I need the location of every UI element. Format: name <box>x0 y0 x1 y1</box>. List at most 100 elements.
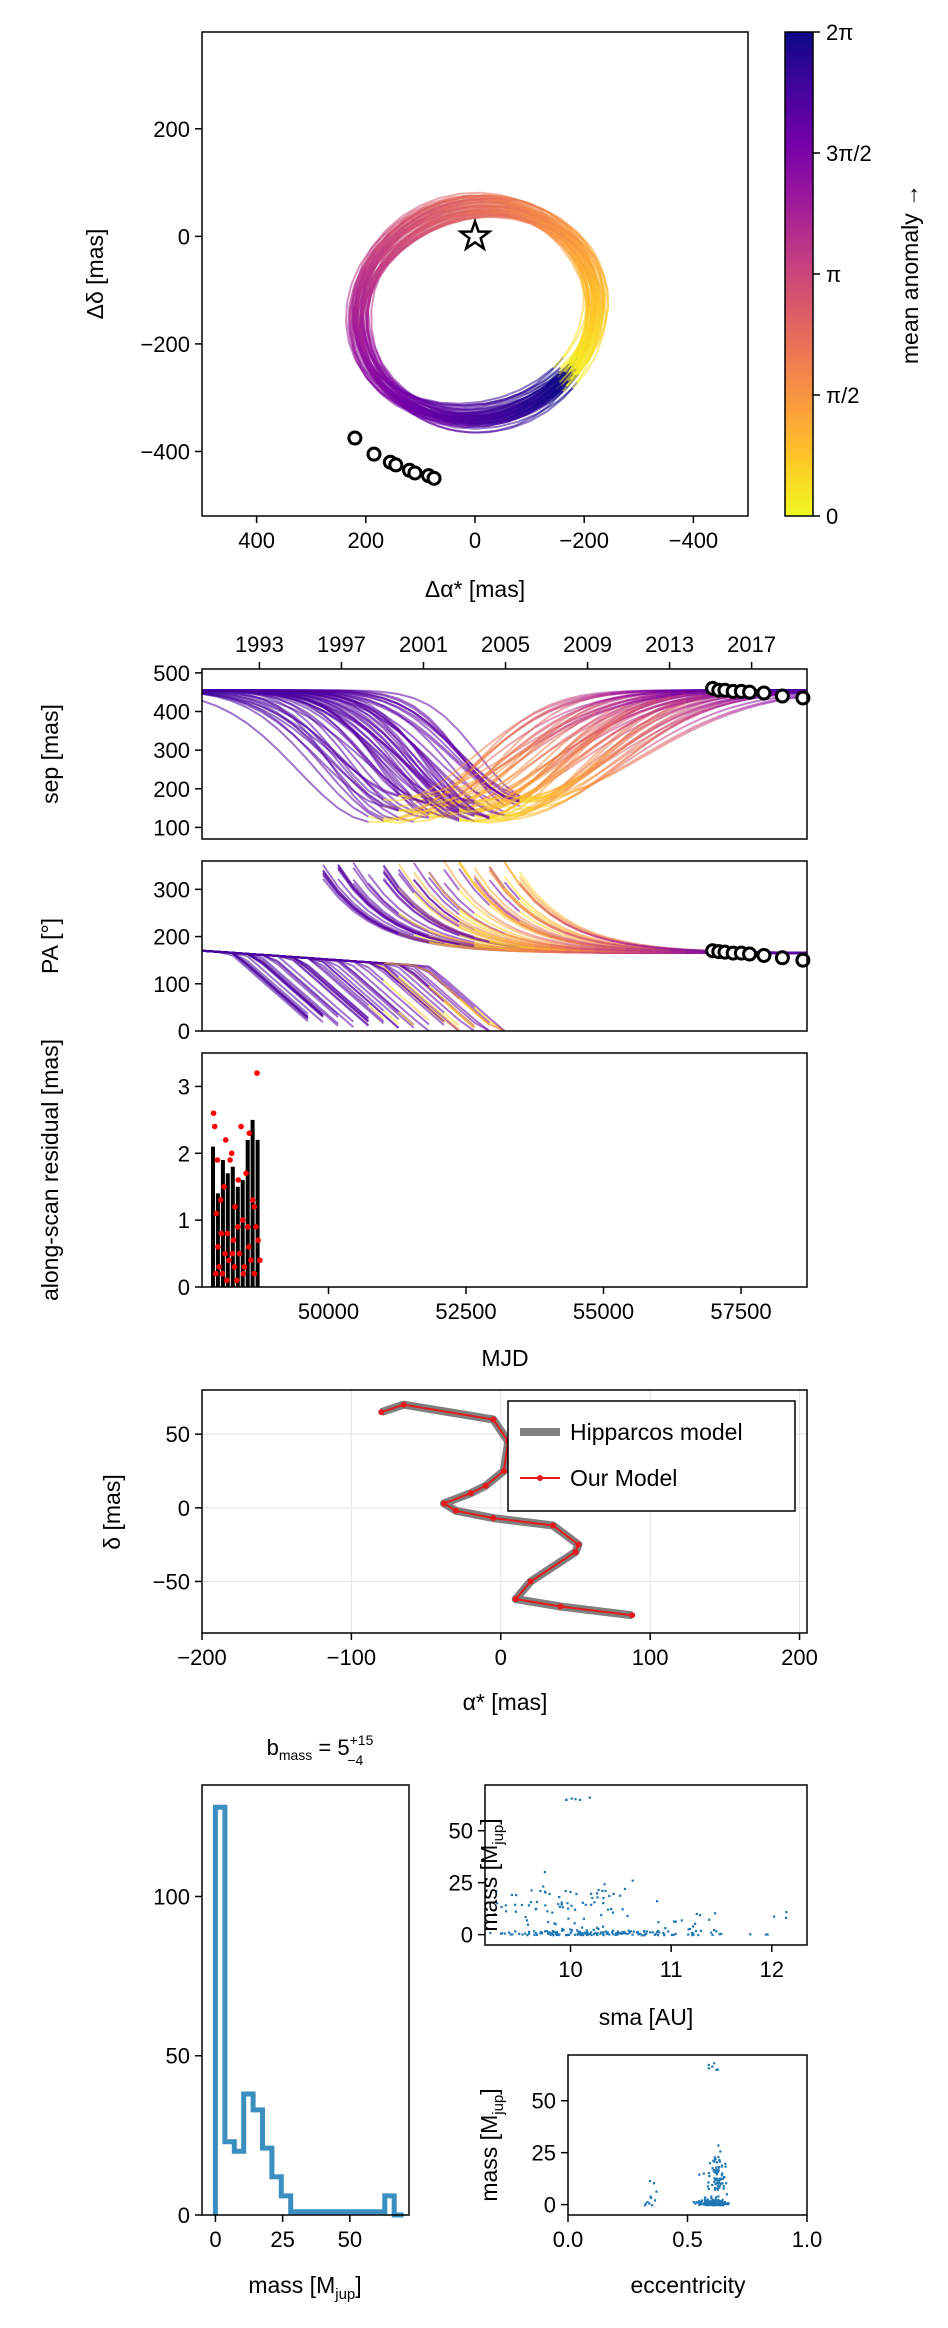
sep-track-segment <box>640 746 657 758</box>
orbit-segment <box>549 385 568 400</box>
sep-track-segment <box>594 700 611 708</box>
orbit-segment <box>460 206 483 211</box>
sep-track-segment <box>594 739 612 756</box>
sep-track-segment <box>534 797 551 810</box>
sep-track-segment <box>262 702 278 711</box>
orbit-segment <box>494 196 516 202</box>
sep-track-segment <box>549 741 566 757</box>
sep-track-segment <box>519 772 536 786</box>
orbit-segment <box>347 304 351 325</box>
pa-tracks <box>202 861 807 1031</box>
sep-track-segment <box>564 735 581 751</box>
observation-point <box>388 457 404 473</box>
orbit-segment <box>589 284 595 303</box>
sep-track-segment <box>519 749 536 762</box>
orbit-segment <box>583 271 589 289</box>
sep-track-segment <box>276 728 294 745</box>
sep-track-segment <box>564 719 581 730</box>
sep-track-segment <box>413 724 430 738</box>
sep-track-segment <box>670 706 687 715</box>
sep-track-segment <box>564 705 581 714</box>
orbit-segment <box>388 232 406 247</box>
sep-track-segment <box>367 796 385 811</box>
sep-track-segment <box>232 691 248 697</box>
orbit-segment <box>500 389 521 399</box>
sep-track-segment <box>398 697 415 708</box>
sep-track-segment <box>428 722 445 739</box>
year-tick-label: 2013 <box>645 632 694 657</box>
orbit-segment <box>487 403 509 412</box>
sep-track-segment <box>474 805 490 812</box>
sep-track-segment <box>412 746 430 770</box>
orbit-segment <box>429 196 450 205</box>
pa-track-segment <box>549 931 566 939</box>
orbit-segment <box>585 317 589 338</box>
sep-track-segment <box>518 733 536 747</box>
sep-track-segment <box>398 702 415 714</box>
sep-track-segment <box>443 734 460 754</box>
sep-track-segment <box>367 760 385 777</box>
sep-track-segment <box>458 774 475 784</box>
pa-track-segment <box>307 996 324 1012</box>
sep-track-segment <box>322 728 339 747</box>
orbit-segment <box>476 214 498 218</box>
orbit-segment <box>461 405 482 410</box>
orbit-segment <box>421 215 442 225</box>
pa-track-segment <box>276 970 294 985</box>
sep-track-segment <box>367 723 385 740</box>
sep-track-segment <box>685 697 702 703</box>
orbit-segment <box>345 284 353 304</box>
sep-track-segment <box>549 704 566 713</box>
orbit-segment <box>480 396 501 403</box>
sep-track-segment <box>594 748 612 764</box>
sep-track-segment <box>504 802 521 813</box>
sep-track-segment <box>609 766 626 777</box>
sky-x-tick-label: −200 <box>559 528 609 553</box>
year-tick-label: 2005 <box>481 632 530 657</box>
orbit-segment <box>579 244 594 262</box>
orbit-segment <box>413 208 433 221</box>
orbit-segment <box>353 343 363 362</box>
orbit-segment <box>380 248 396 265</box>
orbit-segment <box>519 211 538 223</box>
sep-track-segment <box>428 740 445 759</box>
orbit-segment <box>411 202 431 214</box>
sep-track-segment <box>413 809 430 821</box>
sep-track-segment <box>549 702 566 711</box>
orbit-segment <box>427 219 446 230</box>
sep-track-segment <box>428 717 445 735</box>
orbit-segment <box>475 425 498 430</box>
sep-track-segment <box>579 733 596 748</box>
orbit-segment <box>363 338 373 358</box>
orbit-segment <box>366 377 381 394</box>
sep-track-segment <box>397 761 415 781</box>
sep-track-segment <box>368 701 384 709</box>
orbit-segment <box>379 392 397 406</box>
orbit-segment <box>361 289 370 309</box>
orbit-segment <box>512 403 534 413</box>
pa-track-segment <box>413 871 430 894</box>
sep-track-segment <box>518 760 536 775</box>
sep-track-segment <box>625 707 641 716</box>
sep-track-segment <box>322 704 339 715</box>
sep-track-segment <box>262 705 279 715</box>
pa-track-segment <box>503 904 521 918</box>
sep-track-segment <box>534 799 551 811</box>
colorbar-tick-label: 3π/2 <box>826 141 872 166</box>
sep-track-segment <box>443 767 460 781</box>
sep-track-segment <box>594 729 611 741</box>
orbit-segment <box>528 212 548 224</box>
sep-track-segment <box>534 710 551 721</box>
sep-track-segment <box>579 781 596 794</box>
sep-track-segment <box>262 693 278 699</box>
orbit-segment <box>401 236 420 251</box>
sep-track-segment <box>549 794 566 804</box>
orbit-segment <box>577 238 591 255</box>
sep-track-segment <box>246 706 264 718</box>
sep-track-segment <box>216 692 233 697</box>
orbit-segment <box>509 420 530 430</box>
sep-track-segment <box>594 717 611 729</box>
sep-track-segment <box>609 761 627 774</box>
orbit-segment <box>456 215 477 222</box>
